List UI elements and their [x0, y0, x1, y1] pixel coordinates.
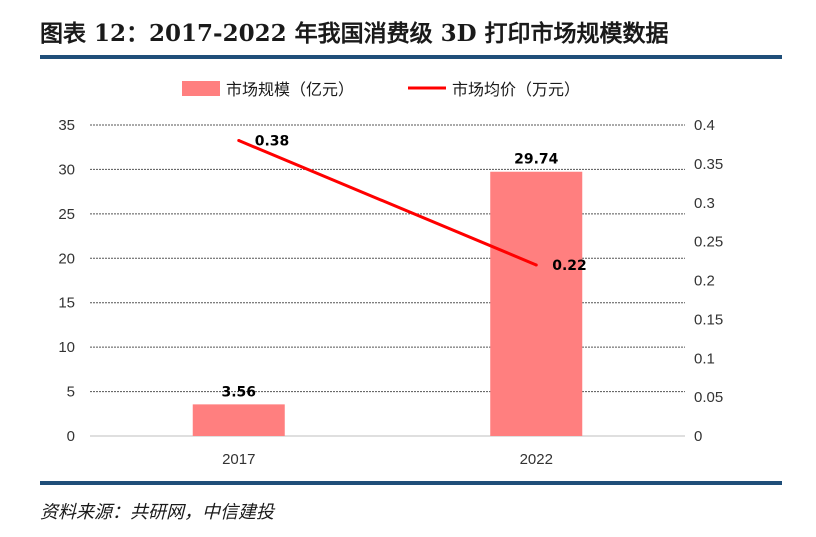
source-note: 资料来源：共研网，中信建投 — [40, 502, 274, 523]
legend-bar-swatch — [182, 81, 220, 96]
legend-line-label: 市场均价（万元） — [452, 80, 580, 99]
left-tick-label: 25 — [58, 206, 75, 223]
left-tick-label: 20 — [58, 250, 75, 267]
left-tick-label: 5 — [67, 384, 75, 401]
legend: 市场规模（亿元） 市场均价（万元） — [182, 80, 580, 99]
data-labels: 3.56 29.74 0.38 0.22 — [221, 134, 586, 401]
right-tick-label: 0.35 — [694, 156, 723, 173]
bar — [192, 404, 285, 436]
top-rule — [40, 55, 782, 59]
bar-value-label: 3.56 — [221, 384, 256, 400]
x-axis-ticks: 2017 2022 — [222, 451, 553, 468]
line-point — [237, 139, 241, 143]
left-tick-label: 30 — [58, 161, 75, 178]
right-tick-label: 0 — [694, 428, 702, 445]
right-tick-label: 0.2 — [694, 273, 715, 290]
line-point — [534, 263, 538, 267]
bar — [490, 171, 583, 436]
right-axis-ticks: 0 0.05 0.1 0.15 0.2 0.25 0.3 0.35 0.4 — [694, 117, 723, 445]
right-tick-label: 0.4 — [694, 117, 715, 134]
line-value-label: 0.22 — [552, 258, 587, 274]
left-tick-label: 0 — [67, 428, 75, 445]
right-tick-label: 0.15 — [694, 311, 723, 328]
bottom-rule — [40, 481, 782, 485]
x-tick-label: 2017 — [222, 451, 255, 468]
legend-bar-label: 市场规模（亿元） — [226, 80, 354, 99]
line-value-label: 0.38 — [255, 134, 290, 150]
right-tick-label: 0.05 — [694, 389, 723, 406]
bar-series — [192, 171, 583, 436]
right-tick-label: 0.25 — [694, 234, 723, 251]
left-tick-label: 35 — [58, 117, 75, 134]
left-tick-label: 10 — [58, 339, 75, 356]
line-series — [237, 139, 538, 267]
right-tick-label: 0.3 — [694, 195, 715, 212]
bar-value-label: 29.74 — [514, 152, 559, 168]
left-tick-label: 15 — [58, 295, 75, 312]
figure-title: 图表 12：2017-2022 年我国消费级 3D 打印市场规模数据 — [40, 20, 669, 47]
x-tick-label: 2022 — [520, 451, 553, 468]
left-axis-ticks: 0 5 10 15 20 25 30 35 — [58, 117, 75, 445]
grid-lines — [90, 124, 685, 437]
price-line — [238, 139, 537, 267]
right-tick-label: 0.1 — [694, 350, 715, 367]
